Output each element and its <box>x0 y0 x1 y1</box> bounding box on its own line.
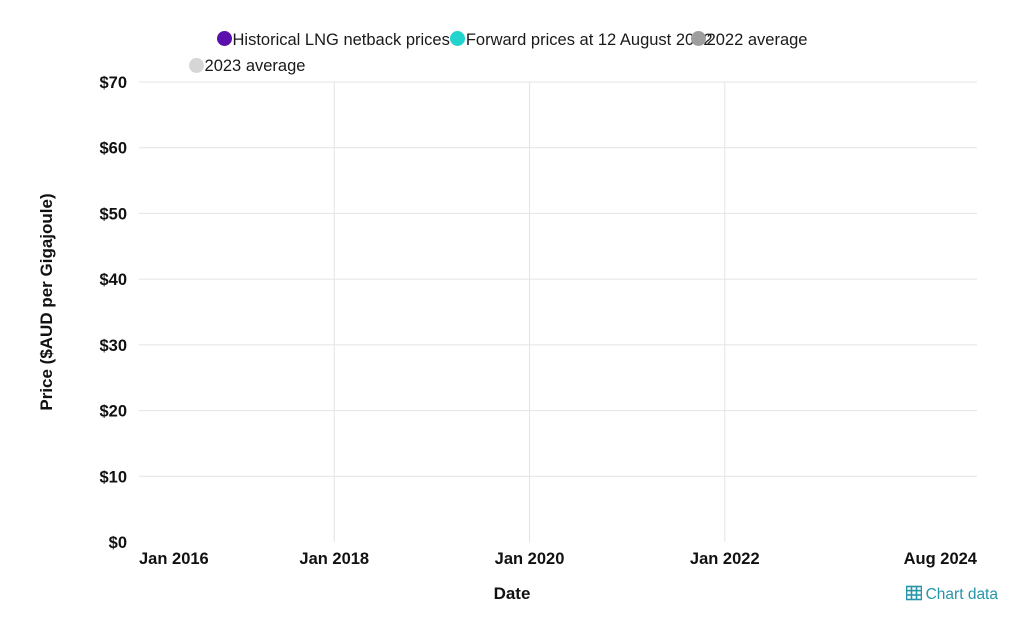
y-axis-tick-label: $30 <box>99 337 127 355</box>
y-axis-tick-label: $0 <box>109 534 127 552</box>
x-axis-title: Date <box>493 584 531 603</box>
y-axis-tick-label: $20 <box>99 403 127 421</box>
y-axis-tick-label: $70 <box>99 74 127 92</box>
x-axis-tick-label: Jan 2018 <box>299 550 369 568</box>
y-axis-tick-label: $60 <box>99 140 127 158</box>
x-axis-tick-label: Jan 2016 <box>139 550 209 568</box>
y-axis-tick-label: $50 <box>99 205 127 223</box>
x-axis-gridlines <box>333 82 726 542</box>
y-axis-tick-label: $40 <box>99 271 127 289</box>
y-axis-tick-labels: $0 $10 $20 $30 $40 $50 $60 $70 <box>99 74 127 552</box>
table-grid-icon <box>905 585 922 601</box>
x-axis-tick-label: Jan 2022 <box>690 550 760 568</box>
x-axis-tick-label: Aug 2024 <box>904 550 978 568</box>
y-axis-tick-label: $10 <box>99 468 127 486</box>
gridlines <box>139 81 977 477</box>
x-axis-tick-label: Jan 2020 <box>495 550 565 568</box>
chart-data-link[interactable]: Chart data <box>905 585 998 604</box>
chart-data-link-label: Chart data <box>925 586 998 603</box>
x-axis-tick-labels: Jan 2016 Jan 2018 Jan 2020 Jan 2022 Aug 2024 <box>139 550 978 568</box>
